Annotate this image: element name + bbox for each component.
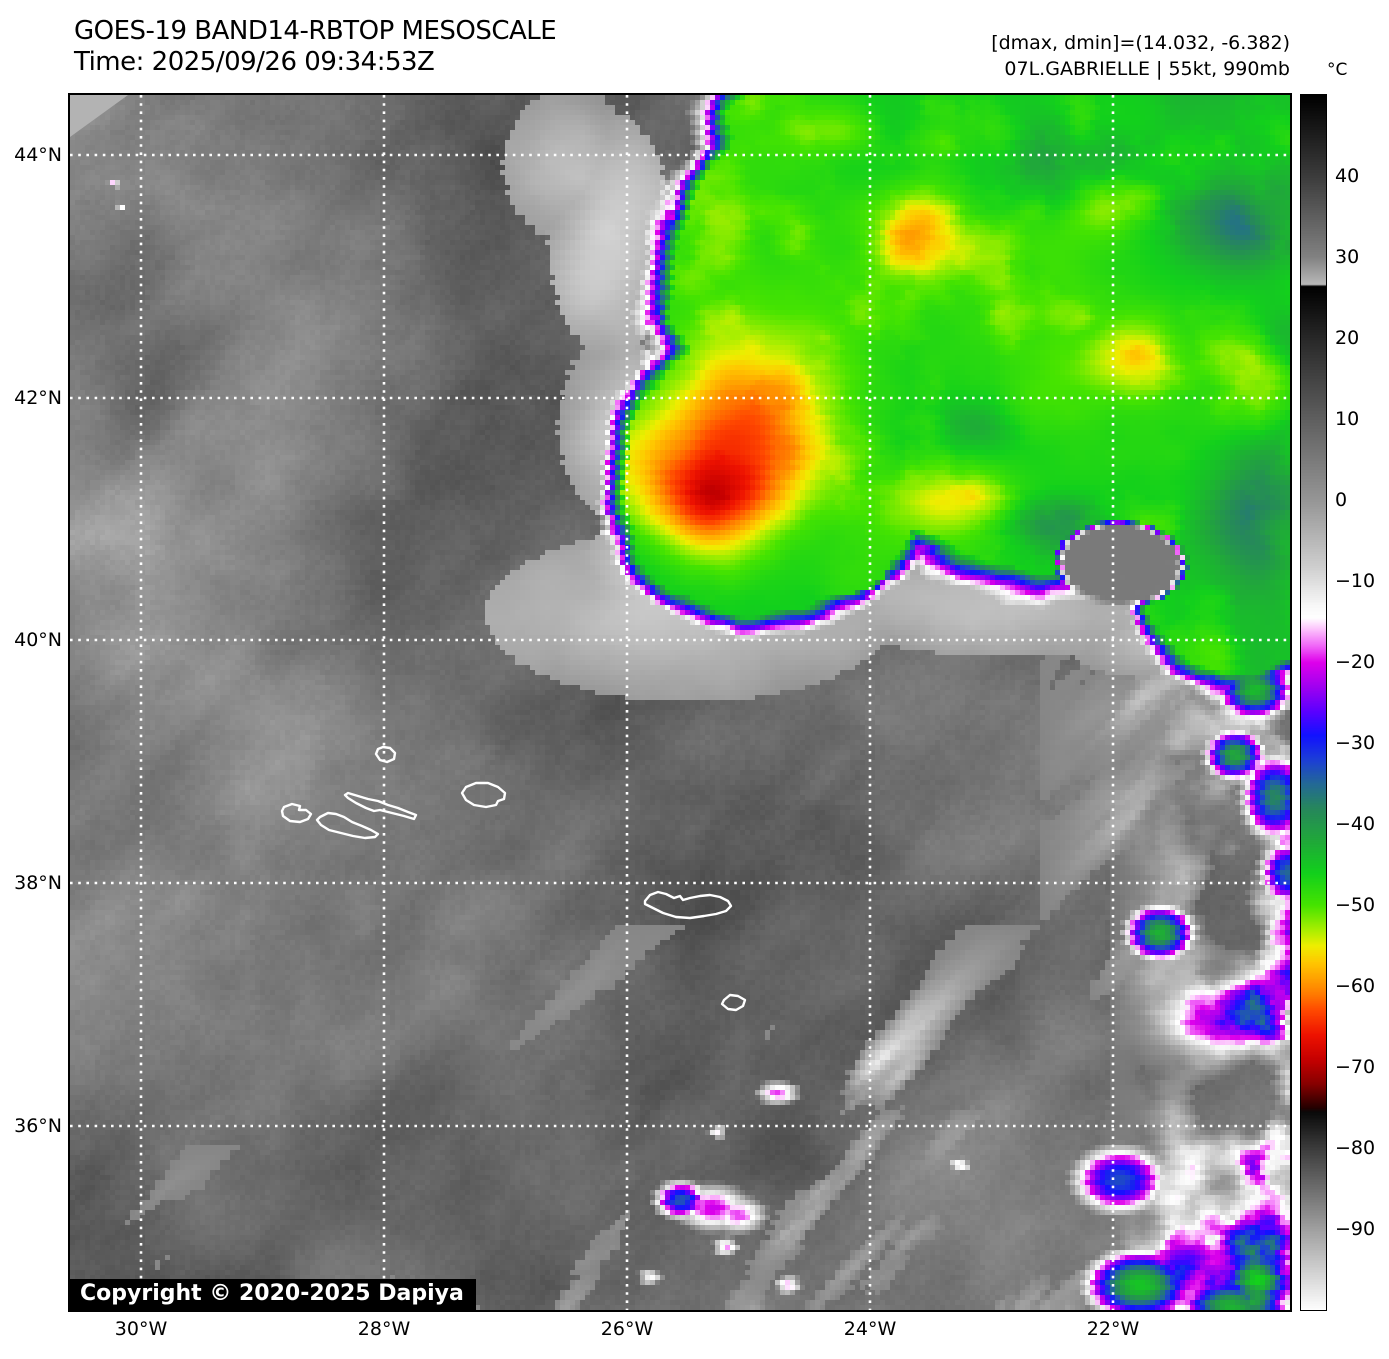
colorbar-tick-label: 20 [1335, 327, 1360, 349]
latitude-tick-label: 38°N [14, 872, 62, 894]
island-outline [720, 993, 747, 1012]
colorbar-tick-label: −60 [1335, 975, 1376, 997]
header-left: GOES-19 BAND14-RBTOP MESOSCALE Time: 202… [74, 16, 557, 78]
product-title: GOES-19 BAND14-RBTOP MESOSCALE [74, 16, 557, 46]
header-right: [dmax, dmin]=(14.032, -6.382) 07L.GABRIE… [991, 30, 1290, 82]
colorbar-tick-label: −30 [1335, 732, 1376, 754]
product-time: Time: 2025/09/26 09:34:53Z [74, 47, 435, 77]
latitude-tick-label: 40°N [14, 629, 62, 651]
satellite-image-canvas [70, 95, 1290, 1310]
colorbar-tick-label: 40 [1335, 165, 1360, 187]
longitude-tick-label: 30°W [114, 1318, 168, 1340]
colorbar-tick-label: 10 [1335, 408, 1360, 430]
colorbar-tick-label: −10 [1335, 570, 1376, 592]
longitude-tick-label: 26°W [600, 1318, 654, 1340]
island-outline [643, 890, 733, 920]
colorbar-tick-label: −20 [1335, 651, 1376, 673]
colorbar-tick-label: −70 [1335, 1056, 1376, 1078]
copyright-label: Copyright © 2020-2025 Dapiya [70, 1279, 476, 1310]
colorbar-tick-label: −80 [1335, 1137, 1376, 1159]
colorbar-tick-label: −50 [1335, 894, 1376, 916]
island-outline [315, 811, 380, 840]
island-outline [343, 791, 418, 821]
storm-info: 07L.GABRIELLE | 55kt, 990mb [1004, 58, 1290, 80]
map-frame: Copyright © 2020-2025 Dapiya [68, 93, 1292, 1312]
longitude-tick-label: 24°W [843, 1318, 897, 1340]
colorbar-tick-label: −90 [1335, 1218, 1376, 1240]
colorbar-canvas [1301, 95, 1326, 1310]
longitude-tick-label: 22°W [1086, 1318, 1140, 1340]
map-overlay [70, 95, 1290, 1310]
island-outline [374, 745, 397, 764]
island-outline [460, 781, 507, 809]
latitude-tick-label: 42°N [14, 387, 62, 409]
scan-edge-corner [70, 95, 128, 137]
colorbar-tick-label: −40 [1335, 813, 1376, 835]
colorbar [1300, 94, 1327, 1311]
colorbar-tick-label: 30 [1335, 246, 1360, 268]
colorbar-unit-label: °C [1327, 60, 1348, 80]
dmax-dmin-readout: [dmax, dmin]=(14.032, -6.382) [991, 32, 1290, 54]
latitude-tick-label: 36°N [14, 1115, 62, 1137]
island-outline [280, 802, 313, 824]
longitude-tick-label: 28°W [357, 1318, 411, 1340]
latitude-tick-label: 44°N [14, 144, 62, 166]
colorbar-tick-label: 0 [1335, 489, 1348, 511]
